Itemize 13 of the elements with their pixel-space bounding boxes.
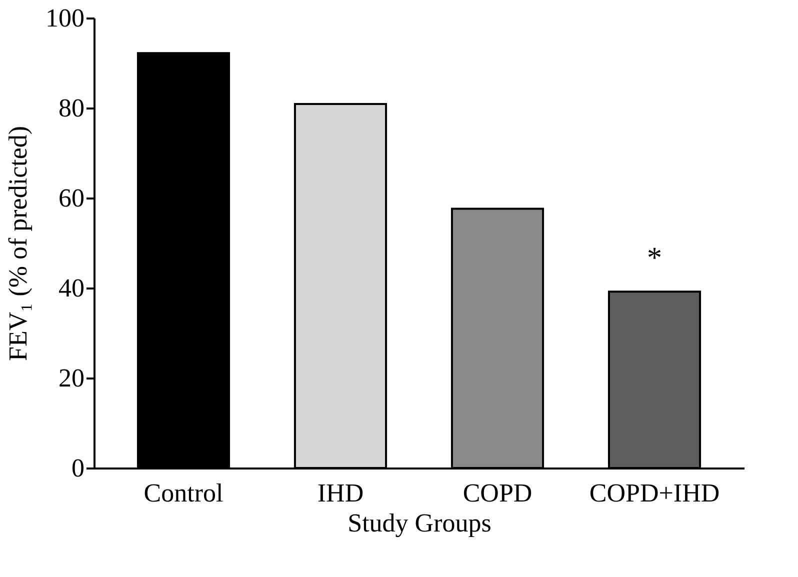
x-tick-label: COPD+IHD bbox=[589, 478, 720, 508]
x-tick-label: COPD bbox=[462, 478, 532, 508]
annotation: * bbox=[647, 242, 662, 275]
x-axis-title: Study Groups bbox=[348, 508, 492, 538]
y-tick-label: 60 bbox=[58, 184, 84, 212]
y-tick-label: 100 bbox=[46, 4, 84, 32]
x-tick-label: IHD bbox=[317, 478, 364, 508]
y-tick-label: 40 bbox=[58, 274, 84, 302]
x-tick-label: Control bbox=[144, 478, 224, 508]
y-tick-label: 80 bbox=[58, 94, 84, 122]
y-tick-label: 0 bbox=[72, 454, 84, 482]
y-tick-label: 20 bbox=[58, 364, 84, 392]
y-axis-title: FEV₁ (% of predicted) bbox=[4, 126, 32, 362]
